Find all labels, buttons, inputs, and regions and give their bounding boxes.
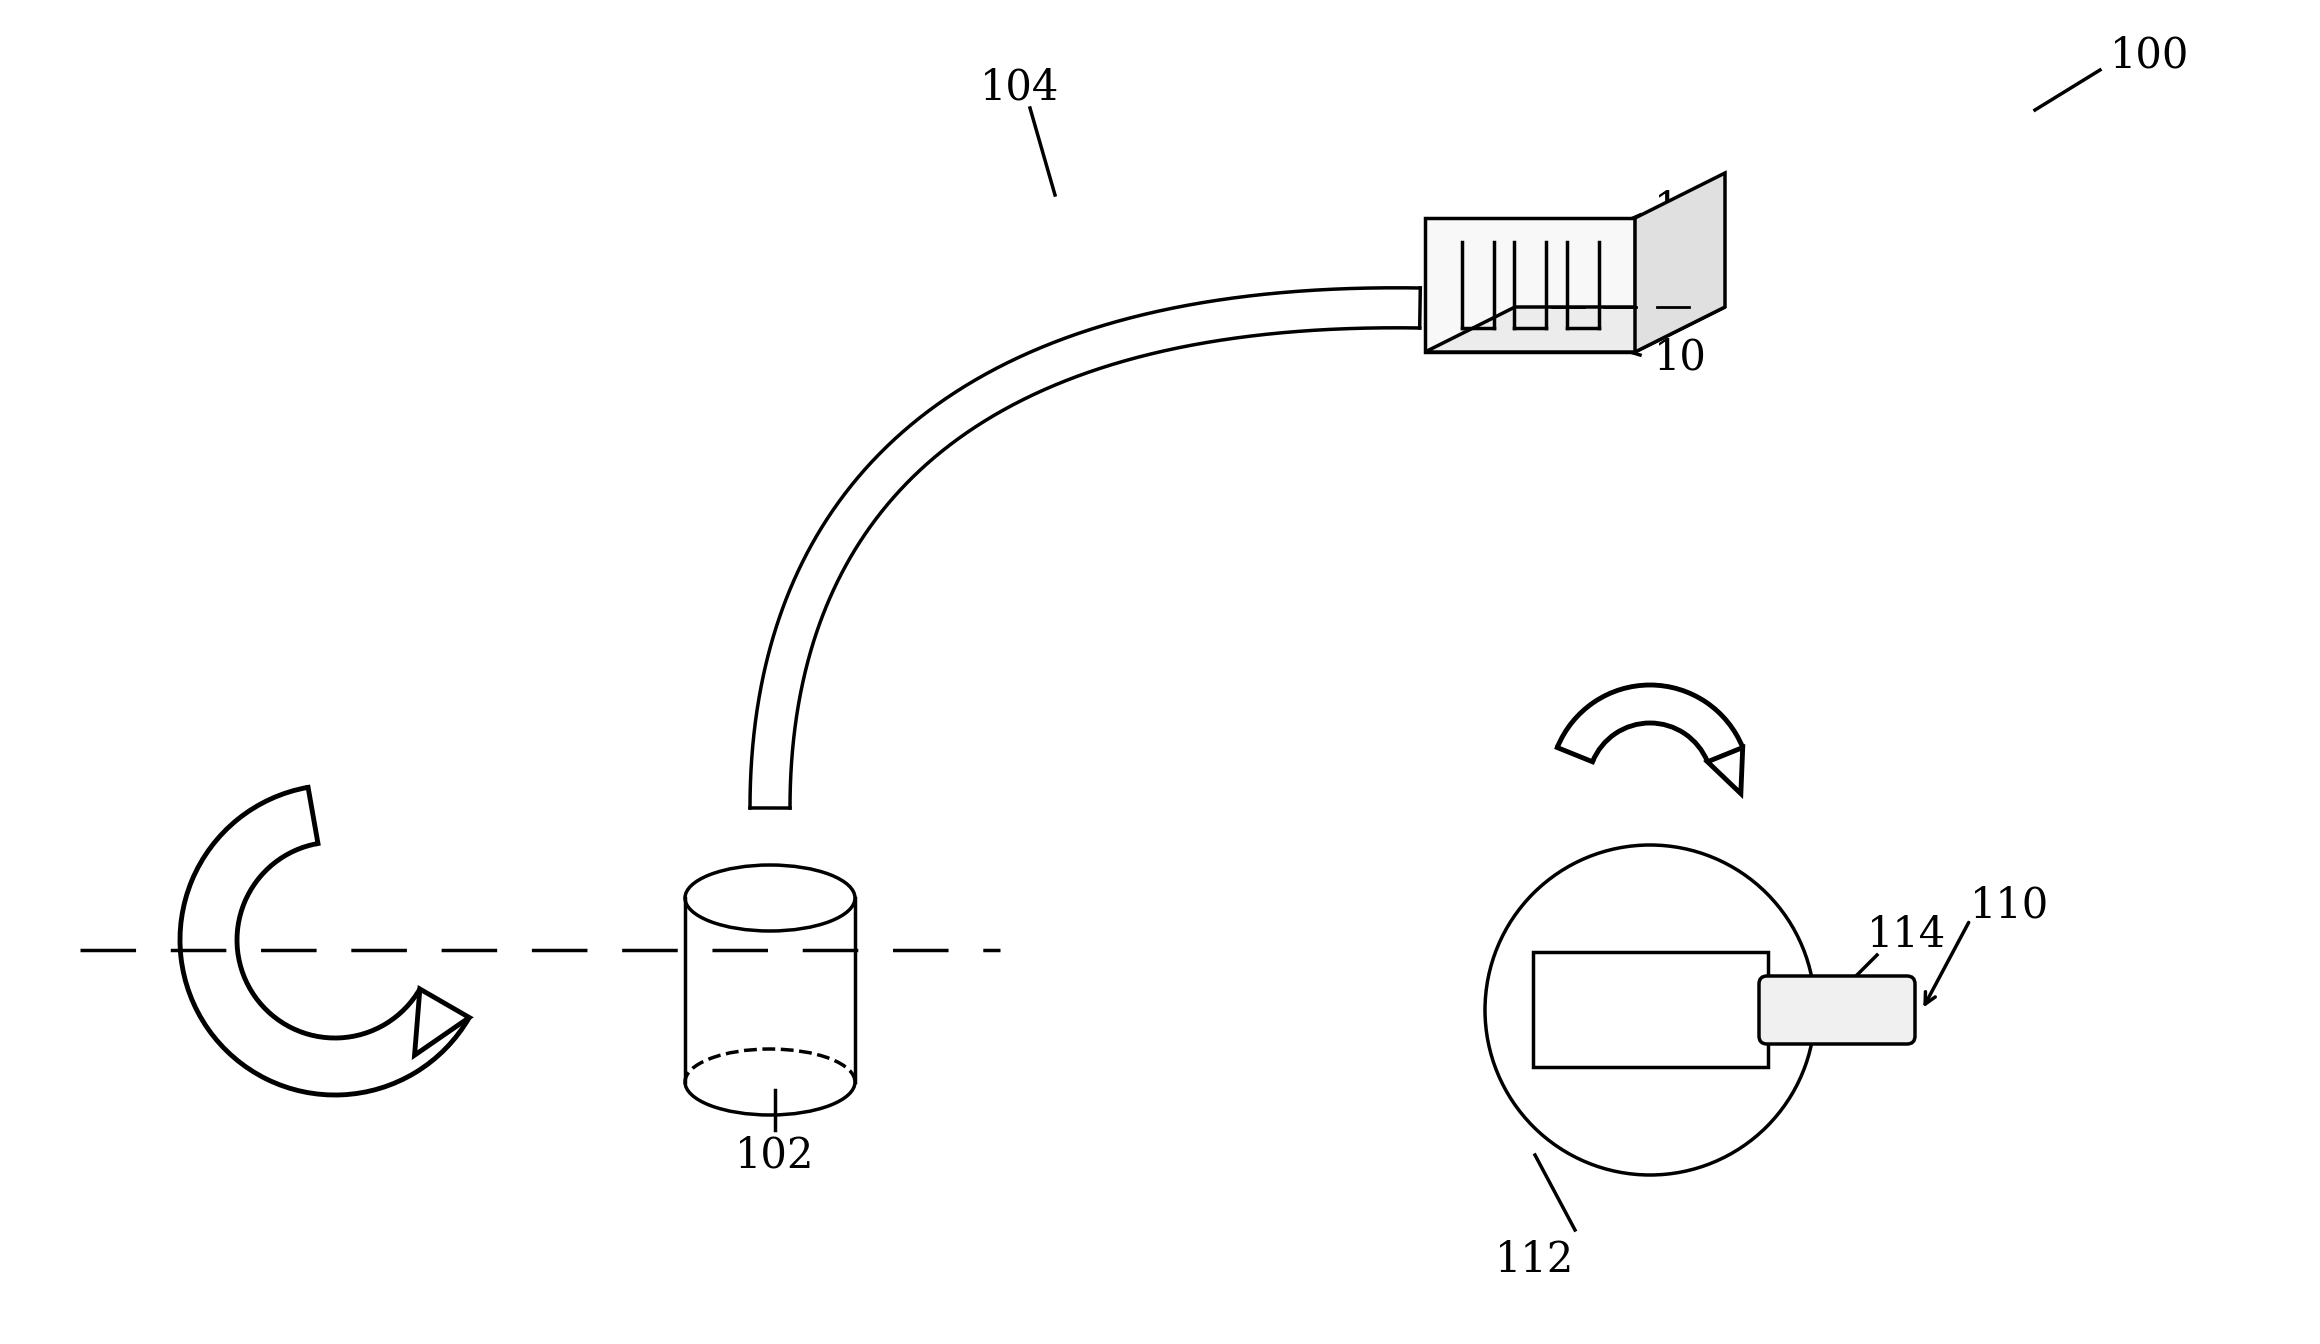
Text: 10: 10 bbox=[1654, 337, 1708, 379]
Text: 110: 110 bbox=[1970, 884, 2049, 926]
Text: 100: 100 bbox=[2111, 34, 2190, 77]
Text: 10: 10 bbox=[1654, 190, 1708, 231]
Text: 104: 104 bbox=[981, 67, 1060, 109]
Text: 114: 114 bbox=[1868, 914, 1946, 956]
Polygon shape bbox=[1636, 173, 1726, 352]
FancyBboxPatch shape bbox=[1759, 976, 1914, 1044]
Text: 112: 112 bbox=[1496, 1239, 1575, 1281]
Text: 102: 102 bbox=[735, 1134, 814, 1176]
Polygon shape bbox=[1424, 218, 1636, 352]
Polygon shape bbox=[1424, 306, 1726, 352]
